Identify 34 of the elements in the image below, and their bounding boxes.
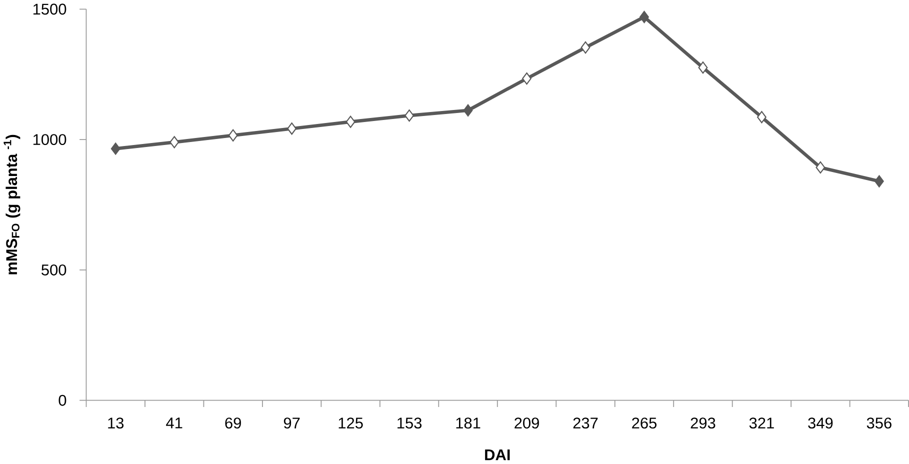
x-tick-label: 13 — [108, 418, 124, 429]
x-tick-label: 321 — [749, 418, 774, 429]
x-tick-label: 265 — [632, 418, 657, 429]
x-tick-label: 97 — [284, 418, 300, 429]
x-tick-label: 41 — [166, 418, 182, 428]
x-tick-label: 349 — [808, 418, 833, 429]
x-tick-label: 209 — [514, 418, 539, 429]
point — [463, 104, 473, 117]
point — [287, 122, 297, 135]
point — [580, 41, 590, 54]
y-tick-label: 0 — [58, 394, 66, 406]
point — [698, 62, 708, 74]
x-tick-label: 69 — [225, 418, 241, 429]
y-tick-label: 1000 — [33, 134, 66, 146]
point — [757, 111, 766, 124]
point — [816, 161, 826, 174]
x-tick-label: 356 — [866, 418, 892, 429]
point — [874, 175, 884, 188]
text: mMS$_{FO}$ (g planta $^{-1}$) — [4, 135, 20, 274]
x-tick-label: 181 — [456, 418, 480, 429]
x-tick-label: 237 — [573, 418, 598, 429]
x-tick-label: 125 — [338, 418, 363, 429]
point — [346, 116, 356, 128]
point — [404, 110, 414, 122]
x-axis-title: DAI — [485, 450, 510, 460]
x-tick-label: 153 — [398, 418, 422, 429]
y-tick-label: 500 — [42, 264, 66, 276]
point — [522, 72, 532, 85]
x-tick-label: 293 — [690, 418, 716, 429]
point — [640, 10, 649, 24]
point — [170, 136, 180, 148]
point — [110, 142, 120, 155]
y-tick-label: 1500 — [33, 4, 66, 15]
point — [228, 129, 238, 142]
